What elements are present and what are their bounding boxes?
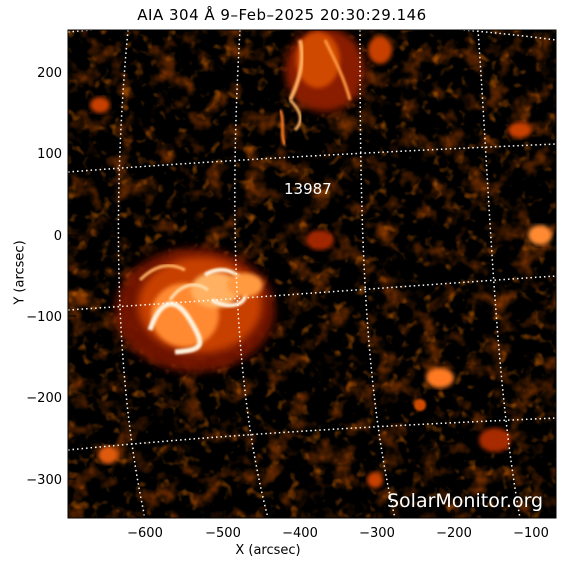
noaa-region-label: 13987	[284, 180, 332, 198]
plot-frame	[67, 29, 557, 519]
small-bright-patches	[90, 97, 552, 488]
x-tick-label: −100	[513, 526, 549, 541]
x-axis-ticks: −600 −500 −400 −300 −200 −100	[127, 510, 549, 541]
x-axis-label: X (arcsec)	[235, 543, 301, 558]
credit-watermark: SolarMonitor.org	[387, 490, 543, 512]
y-tick-label: 200	[37, 66, 62, 81]
x-tick-label: −300	[359, 526, 395, 541]
heliographic-grid	[68, 30, 556, 518]
y-tick-label: −100	[26, 310, 62, 325]
active-region-bright-plage	[115, 248, 275, 372]
y-tick-label: 100	[37, 147, 62, 162]
x-tick-label: −600	[127, 526, 163, 541]
y-tick-label: 0	[54, 229, 62, 244]
x-tick-label: −500	[205, 526, 241, 541]
y-axis-ticks: 200 100 0 −100 −200 −300	[26, 66, 76, 488]
y-tick-label: −300	[26, 473, 62, 488]
image-title: AIA 304 Å 9–Feb–2025 20:30:29.146	[137, 6, 427, 24]
y-tick-label: −200	[26, 391, 62, 406]
solar-emission-image: 13987 SolarMonitor.org	[68, 30, 556, 518]
top-loop-system	[278, 30, 392, 146]
x-tick-label: −200	[436, 526, 472, 541]
x-tick-label: −400	[282, 526, 318, 541]
